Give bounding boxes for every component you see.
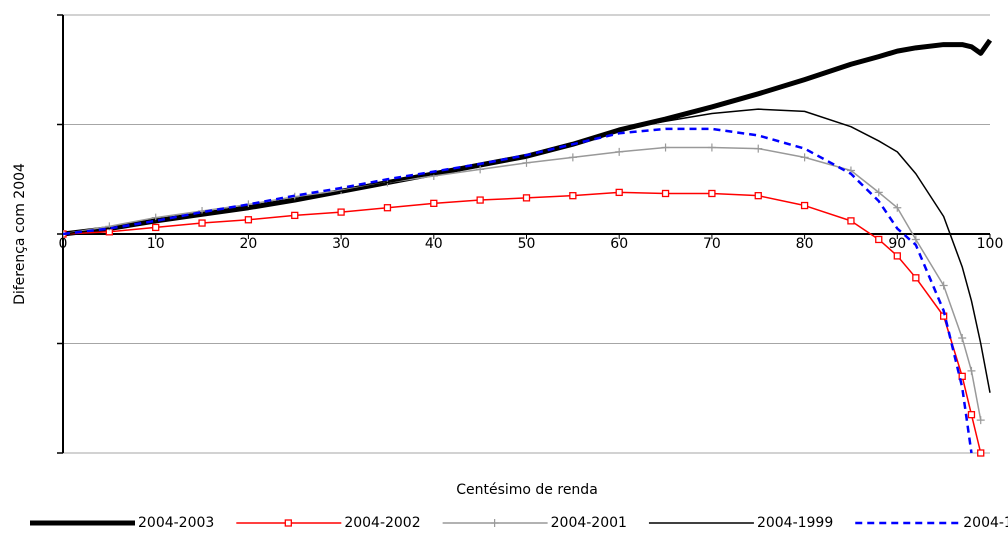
- point: [568, 153, 577, 162]
- series-line: [63, 38, 993, 237]
- point: [661, 143, 670, 152]
- legend-label: 2004-1995: [963, 515, 1008, 531]
- x-tick-label: 10: [147, 236, 165, 252]
- point: [893, 252, 901, 260]
- y-axis-label: Diferença com 2004: [12, 163, 28, 305]
- point: [284, 519, 292, 527]
- point: [337, 208, 345, 216]
- x-tick-label: 80: [796, 236, 814, 252]
- point: [430, 199, 438, 207]
- legend-label: 2004-2001: [551, 515, 627, 531]
- point: [911, 235, 920, 244]
- series-line: [63, 127, 973, 454]
- point: [800, 153, 809, 162]
- point: [754, 192, 762, 200]
- point: [875, 235, 883, 244]
- x-tick-label: 50: [518, 236, 536, 252]
- point: [198, 219, 206, 227]
- x-tick-label: 40: [425, 236, 443, 252]
- point: [708, 189, 716, 198]
- point: [977, 449, 985, 457]
- x-tick-label: 30: [332, 236, 350, 252]
- x-tick-label: 100: [977, 236, 1004, 252]
- point: [522, 194, 531, 202]
- point: [291, 211, 299, 220]
- point: [754, 144, 763, 153]
- point: [958, 334, 967, 343]
- point: [490, 519, 499, 527]
- x-tick-label: 90: [888, 236, 906, 252]
- x-tick-label: 20: [239, 236, 257, 252]
- x-tick-label: 60: [610, 236, 628, 252]
- point: [661, 189, 670, 198]
- point: [958, 372, 966, 381]
- point: [893, 203, 902, 212]
- point: [476, 196, 484, 204]
- point: [383, 204, 392, 212]
- x-tick-label: 70: [703, 236, 721, 252]
- legend-label: 2004-2002: [344, 515, 420, 531]
- point: [615, 147, 624, 156]
- legend-label: 2004-2003: [138, 515, 214, 531]
- series-line: [63, 108, 991, 393]
- point: [847, 217, 855, 225]
- point: [615, 188, 623, 197]
- point: [476, 165, 485, 174]
- point: [522, 158, 531, 167]
- point: [912, 274, 920, 282]
- legend-label: 2004-1999: [757, 515, 833, 531]
- point: [707, 143, 716, 152]
- point: [152, 223, 160, 232]
- x-axis-label: Centésimo de renda: [456, 482, 598, 498]
- point: [967, 366, 976, 375]
- point: [939, 281, 948, 290]
- point: [244, 216, 253, 224]
- point: [569, 192, 577, 200]
- series-line: [63, 191, 982, 454]
- series-line: [63, 146, 982, 421]
- point: [976, 416, 985, 425]
- point: [874, 188, 883, 197]
- plot-area: [63, 38, 993, 457]
- point: [967, 411, 976, 419]
- x-tick-label: 0: [59, 236, 68, 252]
- point: [800, 201, 809, 210]
